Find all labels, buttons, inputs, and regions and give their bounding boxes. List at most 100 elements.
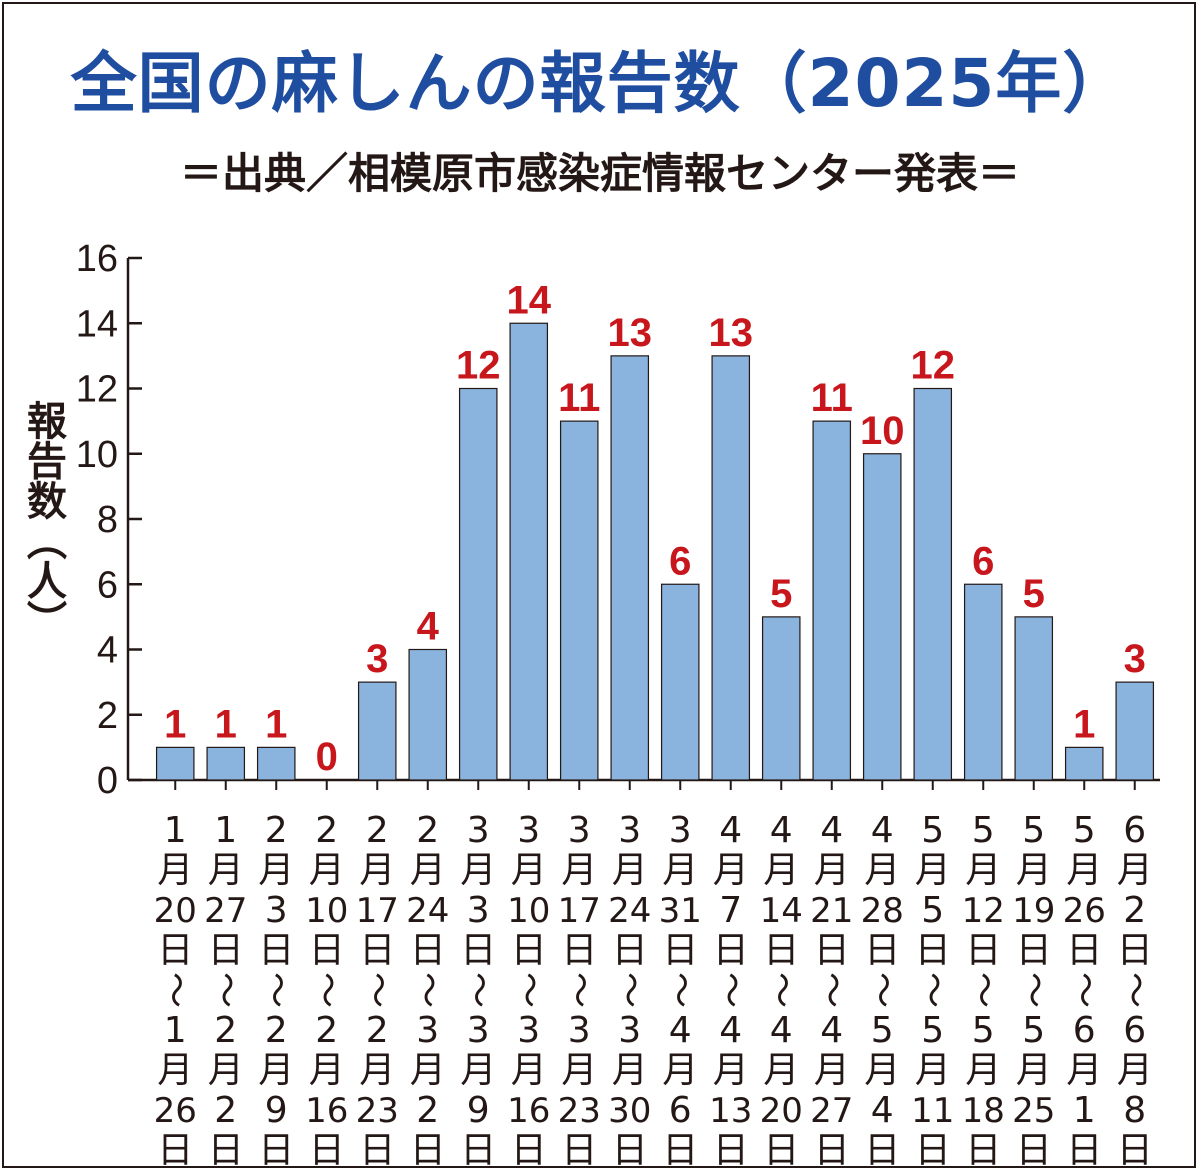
- x-tick-label: 日: [1117, 930, 1153, 971]
- x-tick-label: 2: [214, 1010, 237, 1051]
- x-tick-label: 4: [820, 810, 843, 851]
- x-tick-label: 3: [568, 810, 591, 851]
- x-tick-label: 月: [460, 1050, 496, 1091]
- x-tick-label: 1: [214, 810, 237, 851]
- data-label: 3: [366, 637, 388, 681]
- x-tick-label: 日: [208, 1130, 244, 1171]
- x-tick-label: 1: [164, 810, 187, 851]
- data-label: 14: [507, 278, 552, 322]
- x-tick-label: 17: [356, 891, 399, 931]
- chart-subtitle: ＝出典／相模原市感染症情報センター発表＝: [179, 149, 1020, 198]
- bar: [963, 583, 1003, 781]
- x-tick-label: 4: [770, 810, 793, 851]
- x-tick-label: 月: [258, 850, 294, 891]
- data-label: 4: [417, 605, 440, 649]
- x-tick-label: 5: [972, 810, 995, 851]
- bar: [1115, 681, 1155, 781]
- x-tick-label: 6: [1073, 1010, 1096, 1051]
- x-tick-label: 月: [1016, 1050, 1052, 1091]
- x-tick-label: 月: [662, 1050, 698, 1091]
- x-tick-label: 14: [760, 891, 803, 931]
- x-tick-label: 6: [1123, 810, 1146, 851]
- x-tick-label: 6: [669, 1090, 692, 1131]
- x-tick-label: 日: [309, 930, 345, 971]
- x-tick-label: 日: [763, 1130, 799, 1171]
- data-label: 6: [669, 539, 691, 583]
- x-tick-label: 4: [719, 1010, 742, 1051]
- x-tick-label: 月: [763, 850, 799, 891]
- x-tick-label: 日: [1016, 1130, 1052, 1171]
- x-tick-label: 3: [618, 810, 641, 851]
- x-tick-label: 〜: [407, 972, 448, 1008]
- data-label: 11: [558, 376, 600, 420]
- x-tick-label: 4: [871, 810, 894, 851]
- chart-title: 全国の麻しんの報告数（2025年）: [70, 45, 1130, 122]
- x-tick-label: 月: [359, 1050, 395, 1091]
- x-tick-label: 日: [713, 930, 749, 971]
- x-tick-label: 〜: [1013, 972, 1054, 1008]
- x-tick-label: 日: [662, 1130, 698, 1171]
- x-tick-label: 月: [612, 1050, 648, 1091]
- x-tick-label: 日: [410, 1130, 446, 1171]
- x-tick-label: 月: [965, 1050, 1001, 1091]
- x-tick-label: 9: [467, 1090, 490, 1131]
- x-tick-label: 3: [618, 1010, 641, 1051]
- data-label: 5: [1023, 572, 1045, 616]
- x-tick-label: 月: [713, 1050, 749, 1091]
- x-tick-label: 月: [662, 850, 698, 891]
- x-tick-label: 〜: [811, 972, 852, 1008]
- x-tick-label: 月: [309, 1050, 345, 1091]
- x-tick-label: 2: [315, 810, 338, 851]
- y-tick-label: 2: [97, 695, 118, 737]
- bar: [155, 746, 195, 781]
- x-tick-label: 月: [612, 850, 648, 891]
- data-label: 1: [1073, 702, 1095, 746]
- x-tick-label: 〜: [1063, 972, 1104, 1008]
- x-tick-label: 2: [214, 1090, 237, 1131]
- x-tick-label: 5: [972, 1010, 995, 1051]
- x-tick-label: 日: [915, 930, 951, 971]
- data-label: 13: [709, 311, 754, 355]
- x-tick-label: 4: [820, 1010, 843, 1051]
- x-tick-label: 日: [359, 1130, 395, 1171]
- x-tick-label: 日: [763, 930, 799, 971]
- x-tick-label: 日: [612, 1130, 648, 1171]
- x-tick-label: 23: [558, 1091, 601, 1131]
- x-tick-label: 5: [921, 810, 944, 851]
- x-tick-label: 月: [1117, 850, 1153, 891]
- x-tick-label: 月: [1066, 850, 1102, 891]
- x-tick-label: 月: [864, 850, 900, 891]
- x-tick-label: 月: [1016, 850, 1052, 891]
- x-tick-label: 5: [1022, 1010, 1045, 1051]
- x-tick-label: 2: [366, 810, 389, 851]
- x-tick-label: 19: [1012, 891, 1055, 931]
- y-axis-label: 報告数（人）: [20, 400, 66, 640]
- data-label: 5: [770, 572, 792, 616]
- x-tick-label: 31: [659, 891, 702, 931]
- bar: [1014, 616, 1054, 781]
- data-label: 11: [811, 376, 853, 420]
- bar: [610, 355, 650, 781]
- x-tick-label: 〜: [356, 972, 397, 1008]
- data-label: 12: [456, 344, 501, 388]
- x-tick-label: 16: [305, 1091, 348, 1131]
- x-tick-label: 1: [164, 1010, 187, 1051]
- x-tick-label: 月: [561, 1050, 597, 1091]
- x-tick-label: 10: [507, 891, 550, 931]
- x-tick-label: 月: [309, 850, 345, 891]
- data-label: 13: [608, 311, 653, 355]
- x-tick-label: 月: [258, 1050, 294, 1091]
- x-tick-label: 23: [356, 1091, 399, 1131]
- x-tick-label: 1: [1073, 1090, 1096, 1131]
- x-tick-label: 24: [608, 891, 651, 931]
- x-tick-label: 5: [921, 1010, 944, 1051]
- bar: [408, 648, 448, 781]
- y-tick-label: 16: [76, 238, 118, 280]
- data-label: 1: [215, 702, 237, 746]
- y-tick-label: 0: [97, 760, 118, 802]
- x-tick-label: 月: [1117, 1050, 1153, 1091]
- x-tick-label: 3: [517, 810, 540, 851]
- bar: [812, 420, 852, 781]
- x-tick-label: 日: [309, 1130, 345, 1171]
